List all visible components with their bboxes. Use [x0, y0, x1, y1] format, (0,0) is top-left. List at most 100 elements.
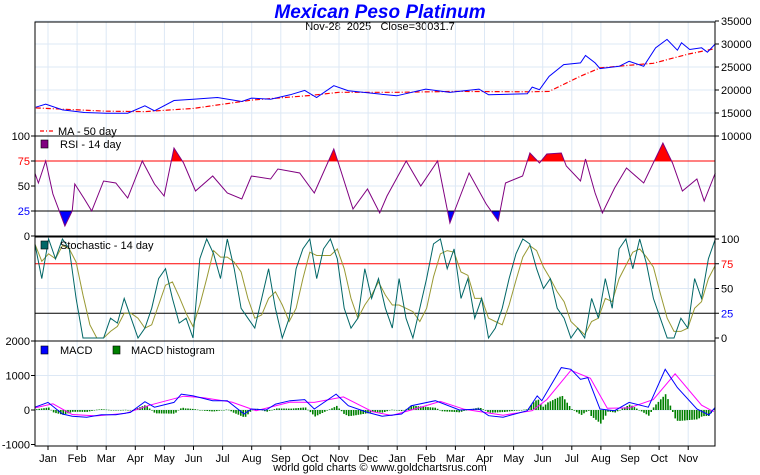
macd-histogram-bar: [412, 405, 415, 410]
macd-histogram-bar: [156, 410, 158, 414]
macd-histogram-bar: [362, 410, 364, 414]
price-tick-label: 10000: [721, 131, 752, 143]
macd-histogram-bar: [552, 400, 554, 410]
macd-histogram-bar: [45, 407, 48, 410]
macd-histogram-bar: [424, 406, 427, 410]
macd-histogram-bar: [676, 410, 679, 421]
macd-histogram-bar: [283, 408, 285, 410]
macd-tick-label: 0: [24, 405, 30, 417]
macd-histogram-bar: [196, 409, 199, 411]
macd-histogram-bar: [64, 410, 67, 415]
macd-histogram-bar: [578, 410, 580, 414]
macd-histogram-bar: [403, 410, 405, 411]
macd-histogram-bar: [696, 410, 698, 420]
macd-histogram-bar: [691, 410, 693, 420]
price-tick-label: 20000: [721, 85, 752, 97]
macd-histogram-bar: [616, 410, 619, 412]
macd-histogram-bar: [369, 410, 372, 413]
macd-histogram-bar: [523, 409, 525, 411]
macd-histogram-bar: [146, 406, 148, 410]
macd-histogram-bar: [266, 410, 268, 412]
macd-histogram-bar: [388, 410, 391, 411]
macd-histogram-bar: [684, 410, 686, 421]
macd-histogram-bar: [511, 410, 513, 412]
axes: Jan Feb Mar Apr May Jun Jul Aug Sep Oct Nov Dec Jan F…: [2, 16, 752, 465]
macd-histogram-bar: [348, 410, 350, 417]
rsi-line: [34, 141, 716, 228]
macd-histogram-bar: [230, 410, 232, 412]
macd-histogram-bar: [249, 410, 252, 412]
macd-histogram-bar: [592, 410, 595, 418]
macd-histogram-bar: [439, 410, 441, 411]
stochastic-d-line: [34, 243, 716, 339]
macd-histogram-bar: [170, 410, 172, 414]
x-tick-label: Apr: [476, 453, 493, 465]
macd-histogram-bar: [451, 410, 453, 412]
macd-histogram-legend-swatch: [112, 345, 121, 355]
macd-histogram-bar: [391, 409, 393, 411]
macd-histogram-bar: [415, 406, 417, 410]
macd-histogram-bar: [686, 410, 688, 421]
macd-histogram-bar: [429, 407, 432, 410]
macd-histogram-bar: [604, 410, 607, 416]
macd-histogram-bar: [304, 407, 307, 410]
macd-histogram-bar: [48, 407, 50, 410]
rsi-legend-swatch: [40, 139, 49, 149]
macd-histogram-bar: [297, 408, 300, 410]
macd-histogram-bar: [705, 410, 708, 416]
macd-histogram-bar: [324, 410, 326, 412]
macd-histogram-bar: [597, 410, 600, 422]
macd-histogram-bar: [698, 410, 700, 419]
ma-legend-label: MA - 50 day: [58, 126, 117, 138]
macd-histogram-bar: [192, 408, 194, 410]
stochastic-tick-label: 100: [721, 234, 739, 246]
macd-histogram-bar: [456, 410, 458, 413]
macd-histogram-bar: [338, 408, 340, 410]
macd-histogram-bar: [408, 407, 410, 410]
macd-histogram-bar: [129, 410, 132, 411]
macd-histogram-bar: [160, 410, 163, 414]
ma-50-line: [35, 48, 716, 113]
rsi-oversold-fill: [35, 211, 715, 226]
macd-histogram-bar: [163, 410, 165, 414]
rsi-legend-label: RSI - 14 day: [60, 139, 122, 151]
macd-histogram-bar: [124, 409, 127, 411]
x-tick-label: Aug: [591, 453, 611, 465]
macd-histogram-bar: [206, 410, 208, 411]
stochastic-legend-label: Stochastic - 14 day: [60, 240, 154, 252]
macd-histogram-bar: [494, 410, 496, 413]
stochastic-tick-label: 75: [721, 259, 733, 271]
macd-legend-label: MACD: [60, 345, 92, 357]
macd-histogram-bar: [343, 410, 345, 414]
macd-histogram-bar: [208, 410, 211, 412]
macd-histogram-bar: [674, 410, 676, 419]
x-tick-label: Jul: [565, 453, 579, 465]
macd-histogram-bar: [88, 410, 91, 412]
macd-histogram-bar: [660, 399, 662, 410]
price-tick-label: 30000: [721, 39, 752, 51]
macd-histogram-bar: [220, 410, 223, 411]
macd-histogram-bar: [232, 410, 235, 413]
macd-histogram-bar: [211, 410, 213, 412]
macd-histogram-bar: [264, 410, 266, 412]
macd-histogram-bar: [544, 404, 547, 410]
macd-histogram-bar: [331, 408, 333, 410]
chart-marks: [34, 38, 716, 424]
macd-histogram-bar: [513, 410, 516, 411]
macd-histogram-bar: [504, 410, 506, 412]
macd-histogram-bar: [237, 410, 240, 415]
macd-histogram-bar: [583, 410, 585, 414]
macd-histogram-bar: [235, 410, 237, 414]
macd-histogram-bar: [396, 410, 398, 411]
price-panel-frame: [34, 21, 716, 137]
macd-histogram-bar: [662, 396, 664, 410]
macd-histogram-bar: [319, 410, 321, 415]
macd-histogram-bar: [144, 405, 146, 410]
macd-histogram-bar: [679, 410, 681, 421]
macd-histogram-bar: [446, 410, 448, 412]
macd-histogram-bar: [122, 409, 124, 411]
macd-histogram-bar: [84, 410, 86, 412]
x-tick-label: May: [503, 453, 524, 465]
macd-histogram-bar: [134, 409, 136, 410]
x-tick-label: Oct: [651, 453, 668, 465]
